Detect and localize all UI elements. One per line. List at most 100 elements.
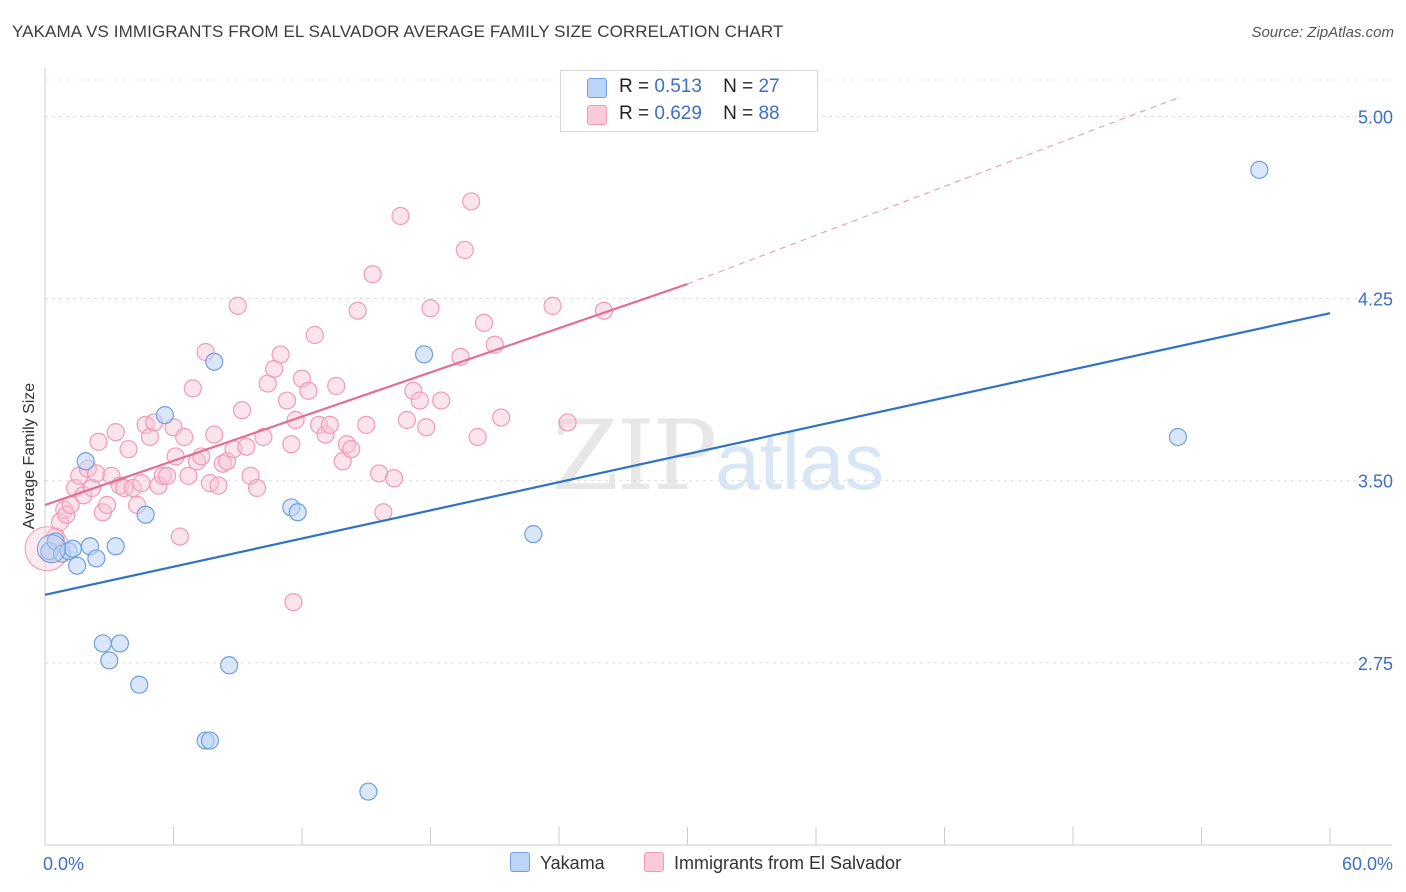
legend-n-value: 27 (758, 76, 780, 97)
yakama-trend-line (44, 312, 1331, 596)
salvador-point (421, 299, 440, 318)
legend-n-label: N = (723, 76, 754, 97)
salvador-point (209, 476, 228, 495)
salvador-point (179, 466, 198, 485)
y-tick-label: 4.25 (1358, 290, 1393, 310)
x-tick-label-max: 60.0% (1342, 854, 1393, 874)
axes (44, 68, 1392, 846)
series-salvador-points (24, 192, 614, 612)
salvador-point (157, 466, 177, 485)
watermark: ZIPatlas (552, 400, 884, 512)
salvador-point (348, 301, 367, 320)
series-yakama-points (36, 160, 1269, 801)
legend-r-label: R = (619, 103, 650, 124)
y-tick-label: 3.50 (1358, 472, 1393, 492)
salvador-point (316, 425, 335, 444)
yakama-point (288, 503, 307, 522)
bottom-swatch-yakama (510, 852, 530, 872)
salvador-point (254, 427, 273, 447)
yakama-point (63, 539, 82, 558)
salvador-point (462, 192, 481, 211)
legend-r-label: R = (619, 76, 650, 97)
salvador-point (228, 296, 247, 315)
salvador-point (357, 415, 376, 434)
salvador-point (397, 410, 417, 430)
salvador-point (98, 495, 117, 515)
salvador-point (404, 381, 423, 400)
salvador-point (391, 206, 410, 226)
yakama-point (136, 505, 155, 524)
salvador-point (432, 391, 451, 410)
x-tick-label-min: 0.0% (43, 854, 84, 874)
legend-r-value: 0.629 (654, 103, 702, 124)
salvador-point (284, 593, 303, 612)
y-tick-label: 5.00 (1358, 107, 1393, 127)
yakama-point (110, 634, 130, 653)
salvador-point (271, 345, 290, 364)
yakama-point (524, 525, 543, 544)
salvador-point (282, 435, 301, 454)
yakama-point (93, 634, 112, 653)
salvador-point (543, 296, 562, 315)
yakama-point (155, 406, 175, 425)
salvador-point (492, 408, 511, 427)
salvador-point (183, 379, 202, 398)
salvador-point (175, 427, 194, 447)
salvador-point (119, 440, 138, 459)
salvador-point (558, 413, 577, 432)
salvador-point (455, 240, 474, 260)
legend-swatch-salvador (587, 105, 607, 125)
salvador-point (286, 410, 305, 430)
source-credit: Source: ZipAtlas.com (1251, 24, 1394, 41)
grid-lines (45, 79, 1392, 664)
trend-lines (44, 96, 1331, 596)
y-tick-label: 2.75 (1358, 654, 1393, 674)
y-axis-title: Average Family Size (21, 383, 38, 530)
salvador-point (299, 381, 318, 400)
yakama-point (220, 656, 239, 675)
salvador-point (123, 478, 142, 498)
yakama-point (200, 731, 220, 750)
yakama-point (106, 537, 125, 556)
salvador-point (89, 432, 108, 451)
salvador-point (140, 427, 160, 447)
legend-swatch-yakama (587, 78, 607, 98)
watermark-atlas: atlas (715, 417, 885, 506)
yakama-point (205, 352, 224, 371)
yakama-point (414, 345, 434, 364)
salvador-point (247, 478, 267, 498)
watermark-zip: ZIP (552, 400, 717, 512)
salvador-point (374, 503, 393, 522)
salvador-point (237, 437, 256, 456)
salvador-point (153, 466, 172, 485)
correlation-legend: R = 0.513 N = 27 R = 0.629 N = 88 (560, 70, 818, 132)
bottom-legend-salvador: Immigrants from El Salvador (644, 852, 901, 874)
yakama-point (68, 556, 87, 575)
salvador-point (106, 423, 125, 442)
salvador-point (57, 505, 76, 524)
salvador-point (170, 527, 190, 546)
yakama-point (1250, 160, 1269, 179)
chart-title: YAKAMA VS IMMIGRANTS FROM EL SALVADOR AV… (12, 22, 784, 41)
x-tick-labels: 0.0% 60.0% (43, 854, 1393, 874)
salvador-point (87, 464, 106, 483)
salvador-point (205, 425, 224, 444)
salvador-point (342, 440, 361, 459)
salvador-point (277, 391, 297, 410)
legend-r-value: 0.513 (654, 76, 702, 97)
salvador-point (327, 376, 346, 396)
salvador-point (410, 391, 429, 410)
yakama-point (100, 651, 119, 670)
yakama-point (130, 675, 149, 694)
salvador-point (384, 469, 404, 488)
salvador-point (232, 401, 252, 420)
salvador-point (370, 464, 389, 483)
salvador-point (132, 474, 151, 493)
yakama-point (76, 452, 95, 471)
yakama-point (359, 782, 378, 801)
salvador-point (363, 265, 382, 284)
bottom-swatch-salvador (644, 852, 664, 872)
yakama-point (87, 549, 106, 568)
legend-n-label: N = (723, 103, 754, 124)
